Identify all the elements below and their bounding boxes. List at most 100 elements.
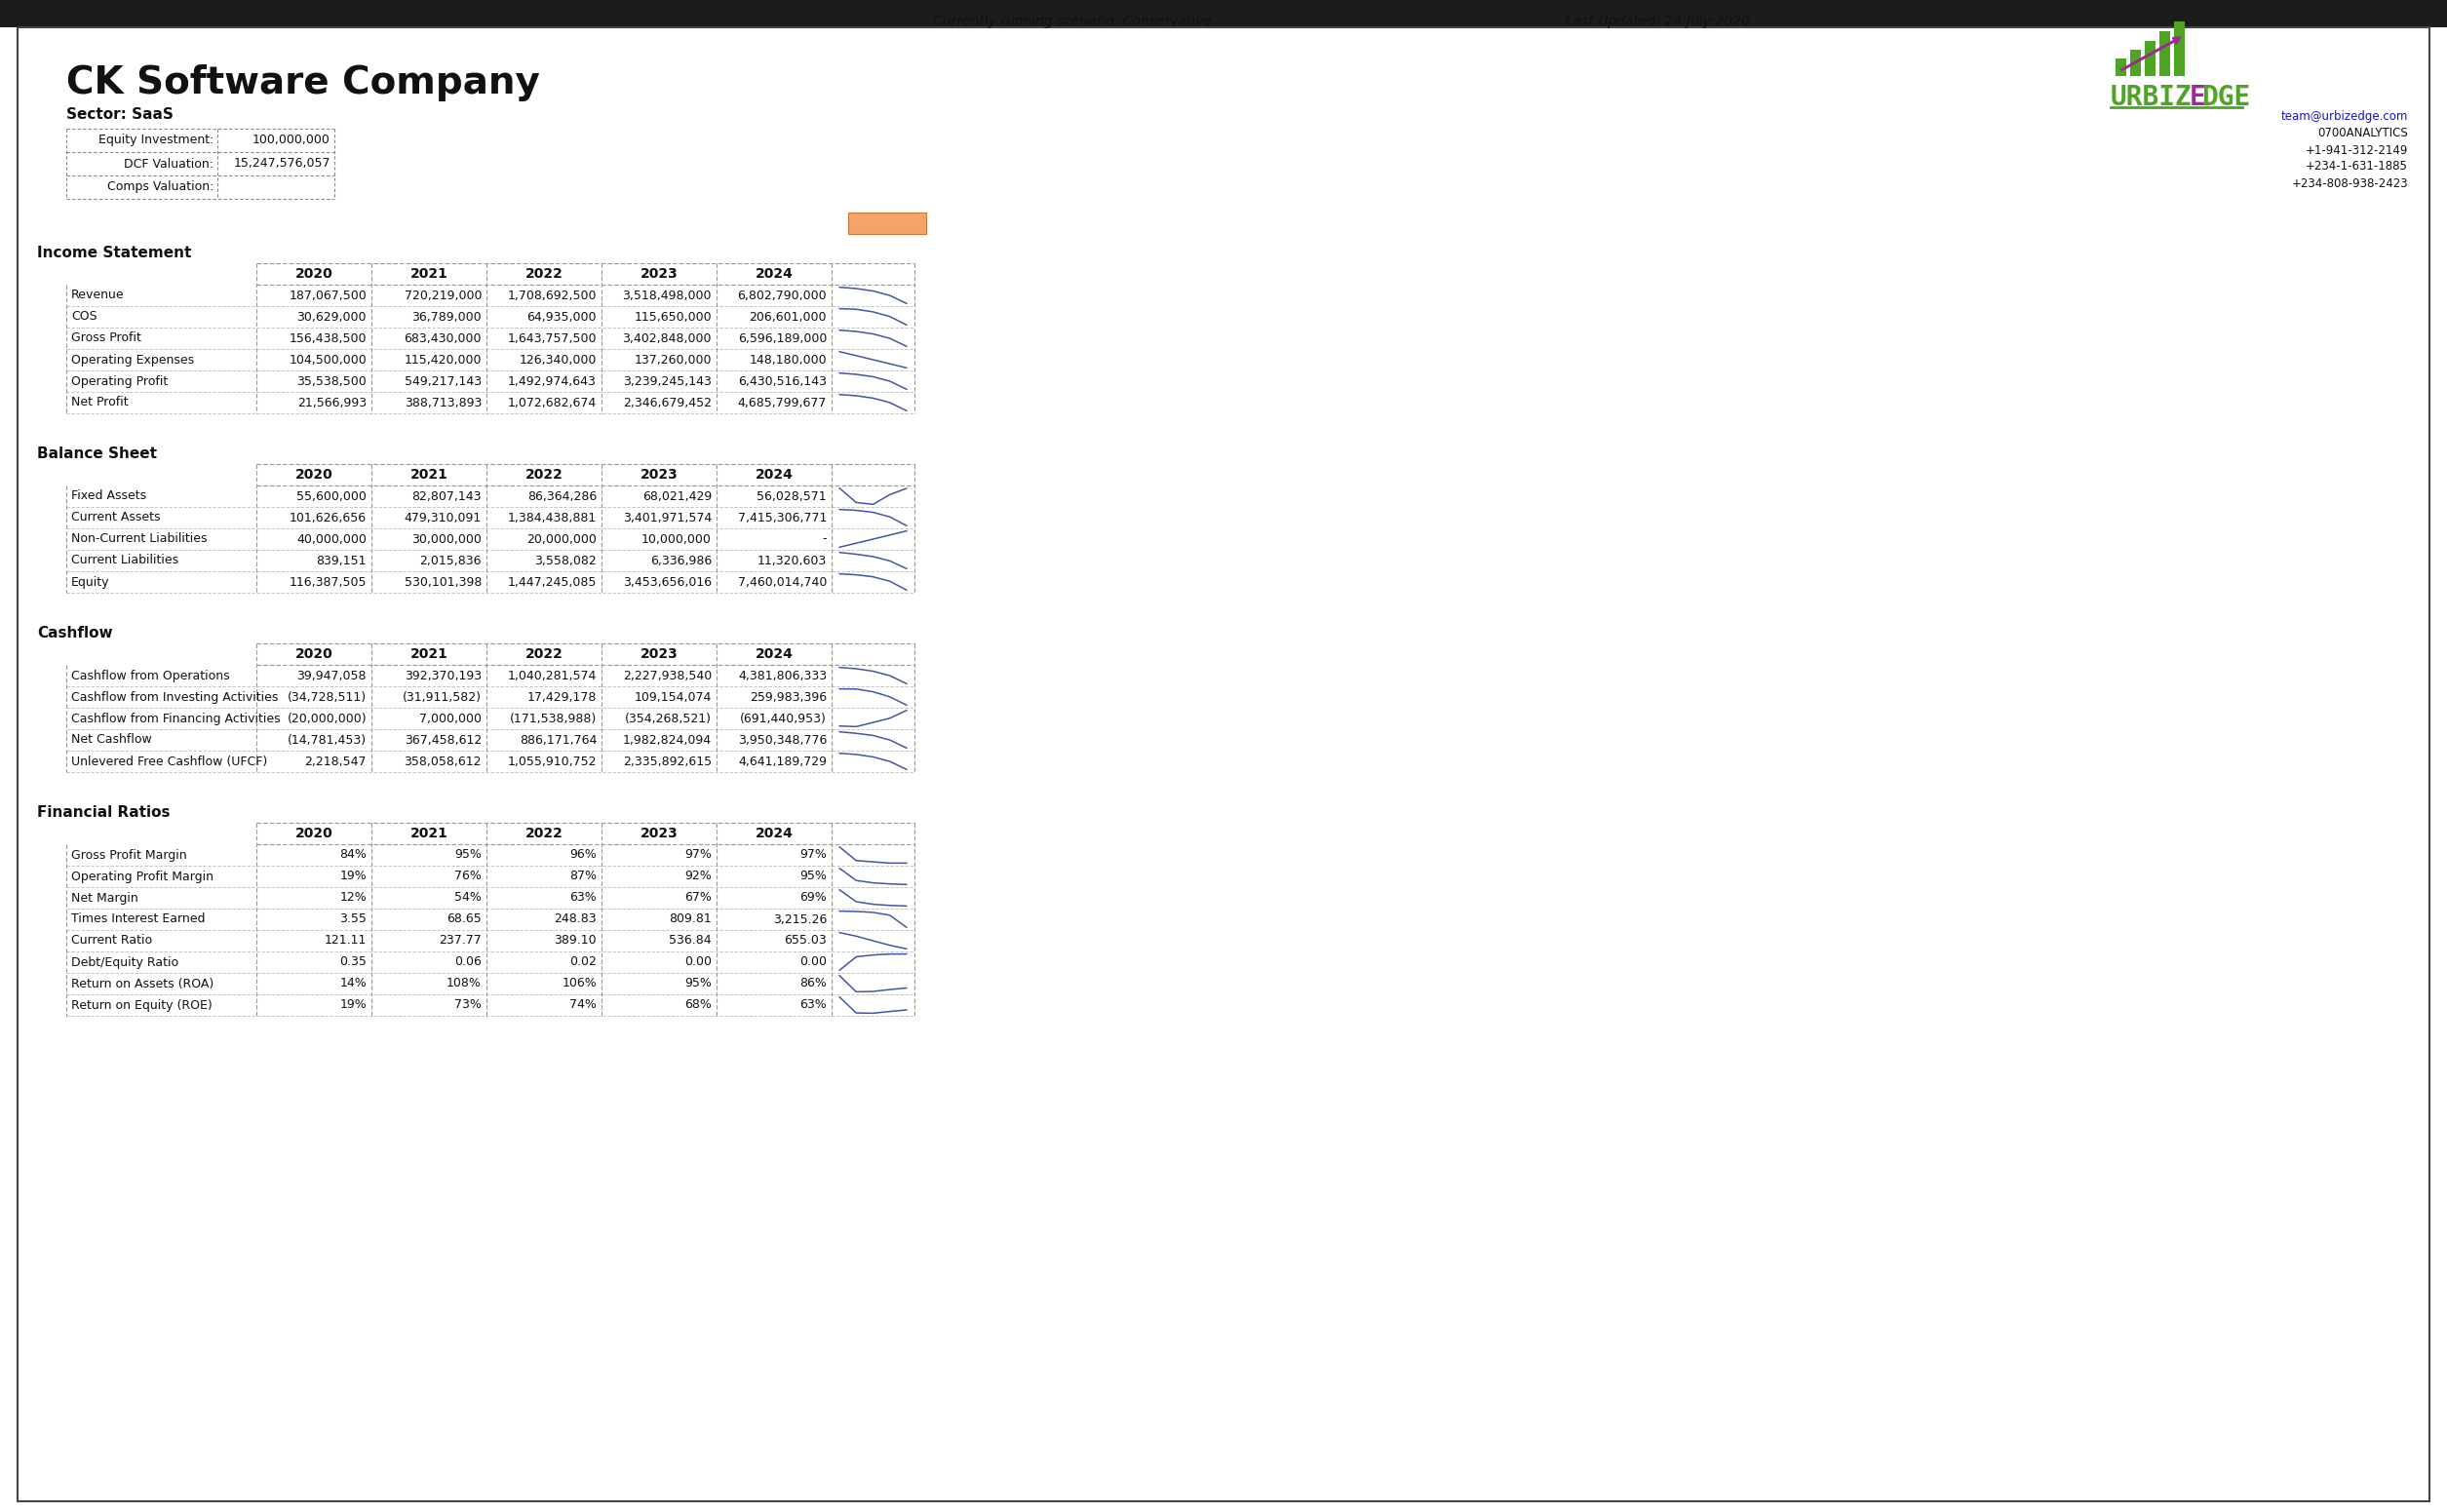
Text: 0.02: 0.02	[570, 956, 597, 969]
Text: 3,401,971,574: 3,401,971,574	[622, 511, 712, 525]
Text: 0.06: 0.06	[455, 956, 482, 969]
Bar	[849, 213, 925, 234]
Text: 1,643,757,500: 1,643,757,500	[507, 333, 597, 345]
Text: 17,429,178: 17,429,178	[526, 691, 597, 703]
Text: Operating Profit Margin: Operating Profit Margin	[71, 869, 213, 883]
Text: 1,072,682,674: 1,072,682,674	[507, 396, 597, 408]
Text: 148,180,000: 148,180,000	[749, 354, 827, 366]
Text: 1,708,692,500: 1,708,692,500	[507, 289, 597, 302]
Text: 95%: 95%	[685, 977, 712, 990]
Text: Cashflow: Cashflow	[37, 626, 113, 641]
Text: 115,650,000: 115,650,000	[634, 310, 712, 324]
Text: E: E	[2190, 83, 2205, 112]
Text: 84%: 84%	[340, 848, 367, 862]
Text: 536.84: 536.84	[668, 934, 712, 947]
Text: 2024: 2024	[756, 268, 793, 281]
Text: Cashflow from Financing Activities: Cashflow from Financing Activities	[71, 712, 281, 724]
Text: 109,154,074: 109,154,074	[634, 691, 712, 703]
Bar	[0, 0, 2447, 27]
Text: 68%: 68%	[685, 999, 712, 1012]
Text: 2023: 2023	[641, 268, 678, 281]
Text: URBIZ: URBIZ	[2112, 83, 2193, 112]
Text: 367,458,612: 367,458,612	[404, 733, 482, 747]
Text: 115,420,000: 115,420,000	[404, 354, 482, 366]
Text: 389.10: 389.10	[553, 934, 597, 947]
Text: 97%: 97%	[800, 848, 827, 862]
Text: 2023: 2023	[641, 467, 678, 482]
Text: Equity Investment:: Equity Investment:	[98, 135, 213, 147]
Text: -: -	[822, 532, 827, 546]
Text: 30,000,000: 30,000,000	[411, 532, 482, 546]
Text: Fixed Assets: Fixed Assets	[71, 490, 147, 502]
Text: 121.11: 121.11	[325, 934, 367, 947]
Text: 7,000,000: 7,000,000	[418, 712, 482, 724]
Text: 95%: 95%	[800, 869, 827, 883]
Bar	[2131, 50, 2141, 76]
Text: 358,058,612: 358,058,612	[404, 754, 482, 768]
Text: 4,641,189,729: 4,641,189,729	[739, 754, 827, 768]
Text: 20,000,000: 20,000,000	[526, 532, 597, 546]
Text: +1-941-312-2149: +1-941-312-2149	[2305, 144, 2408, 156]
Text: 54%: 54%	[455, 892, 482, 904]
Text: 683,430,000: 683,430,000	[404, 333, 482, 345]
Text: 2,335,892,615: 2,335,892,615	[624, 754, 712, 768]
Text: 2,346,679,452: 2,346,679,452	[624, 396, 712, 408]
Text: (20,000,000): (20,000,000)	[286, 712, 367, 724]
Text: 886,171,764: 886,171,764	[519, 733, 597, 747]
Text: 96%: 96%	[570, 848, 597, 862]
Text: 0700ANALYTICS: 0700ANALYTICS	[2317, 127, 2408, 141]
Text: Comps Valuation:: Comps Valuation:	[108, 181, 213, 194]
Text: 2,218,547: 2,218,547	[306, 754, 367, 768]
Text: Last Updated: 24-July-2020: Last Updated: 24-July-2020	[1566, 15, 1750, 29]
Text: 82,807,143: 82,807,143	[411, 490, 482, 502]
Text: 388,713,893: 388,713,893	[404, 396, 482, 408]
Text: 19%: 19%	[340, 869, 367, 883]
Text: 12%: 12%	[340, 892, 367, 904]
Text: +234-808-938-2423: +234-808-938-2423	[2290, 177, 2408, 189]
Text: 2021: 2021	[411, 467, 448, 482]
Text: 6,430,516,143: 6,430,516,143	[739, 375, 827, 387]
Text: 97%: 97%	[685, 848, 712, 862]
Text: Sector: SaaS: Sector: SaaS	[66, 107, 174, 122]
Text: 2024: 2024	[756, 467, 793, 482]
Bar	[2173, 21, 2185, 76]
Text: Financial Ratios: Financial Ratios	[37, 806, 171, 821]
Text: 2021: 2021	[411, 268, 448, 281]
Text: Gross Profit Margin: Gross Profit Margin	[71, 848, 186, 862]
Text: 2020: 2020	[296, 647, 333, 661]
Text: 3,402,848,000: 3,402,848,000	[622, 333, 712, 345]
Text: DCF Valuation:: DCF Valuation:	[125, 157, 213, 171]
Text: 87%: 87%	[570, 869, 597, 883]
Text: 2,227,938,540: 2,227,938,540	[622, 670, 712, 682]
Text: Times Interest Earned: Times Interest Earned	[71, 913, 206, 925]
Text: 137,260,000: 137,260,000	[634, 354, 712, 366]
Text: 2,015,836: 2,015,836	[421, 555, 482, 567]
Text: DGE: DGE	[2202, 83, 2251, 112]
Text: 95%: 95%	[455, 848, 482, 862]
Text: 4,381,806,333: 4,381,806,333	[739, 670, 827, 682]
Text: 2022: 2022	[526, 647, 563, 661]
Text: 809.81: 809.81	[668, 913, 712, 925]
Text: 3,215.26: 3,215.26	[773, 913, 827, 925]
Text: 126,340,000: 126,340,000	[519, 354, 597, 366]
Text: 3,453,656,016: 3,453,656,016	[624, 576, 712, 588]
Text: 106%: 106%	[563, 977, 597, 990]
Text: 1,492,974,643: 1,492,974,643	[509, 375, 597, 387]
Text: 0.00: 0.00	[800, 956, 827, 969]
Text: 655.03: 655.03	[783, 934, 827, 947]
Text: (14,781,453): (14,781,453)	[286, 733, 367, 747]
Text: 248.83: 248.83	[553, 913, 597, 925]
Text: Operating Expenses: Operating Expenses	[71, 354, 193, 366]
Text: 259,983,396: 259,983,396	[749, 691, 827, 703]
Text: Return on Assets (ROA): Return on Assets (ROA)	[71, 977, 213, 990]
Text: 479,310,091: 479,310,091	[404, 511, 482, 525]
Text: 0.00: 0.00	[685, 956, 712, 969]
Text: 549,217,143: 549,217,143	[404, 375, 482, 387]
Text: Return on Equity (ROE): Return on Equity (ROE)	[71, 999, 213, 1012]
Text: 1,055,910,752: 1,055,910,752	[507, 754, 597, 768]
Text: team@urbizedge.com: team@urbizedge.com	[2281, 110, 2408, 124]
Text: Operating Profit: Operating Profit	[71, 375, 169, 387]
Text: 104,500,000: 104,500,000	[289, 354, 367, 366]
Text: 74%: 74%	[570, 999, 597, 1012]
Text: Revenue: Revenue	[71, 289, 125, 302]
